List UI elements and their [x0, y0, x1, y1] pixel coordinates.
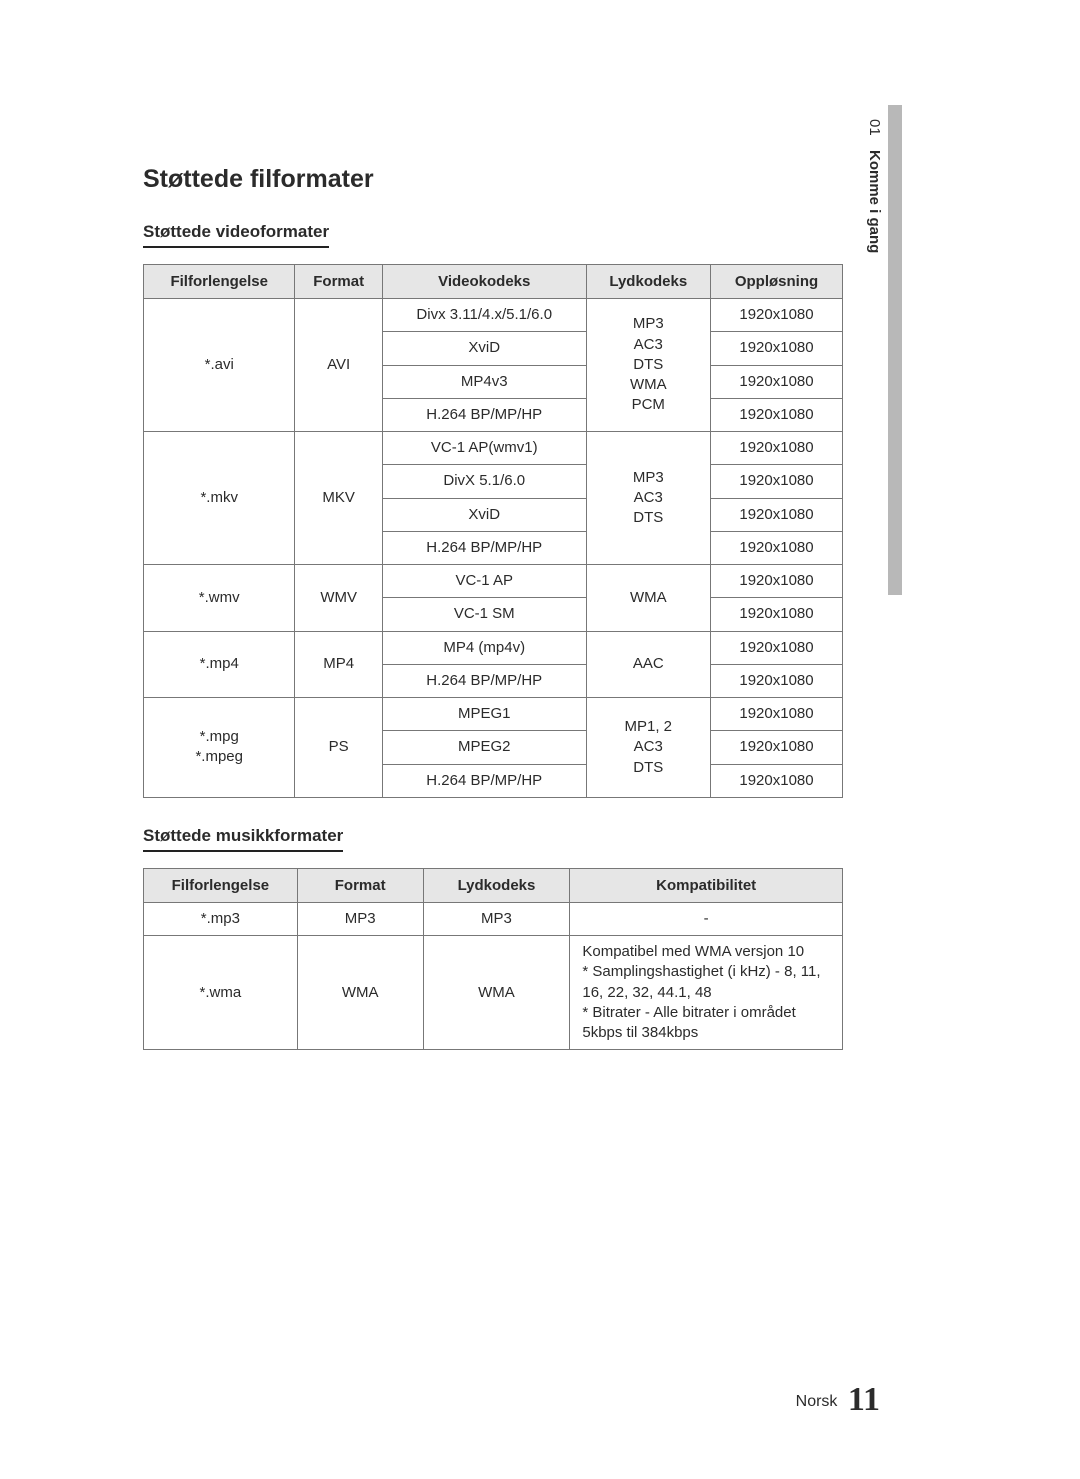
table-row: *.wmaWMAWMAKompatibel med WMA versjon 10… — [144, 936, 843, 1050]
cell-resolution: 1920x1080 — [710, 598, 842, 631]
table-header: Kompatibilitet — [570, 868, 843, 902]
chapter-number: 01 — [866, 119, 883, 136]
cell-format: WMA — [297, 936, 423, 1050]
page-footer: Norsk 11 — [796, 1381, 880, 1419]
page-content: Støttede filformater Støttede videoforma… — [143, 165, 843, 1050]
sidebar-tab: 01 Komme i gang — [864, 115, 885, 257]
cell-vcodec: MP4v3 — [382, 365, 586, 398]
cell-vcodec: VC-1 SM — [382, 598, 586, 631]
cell-acodec: MP3AC3DTSWMAPCM — [586, 299, 710, 432]
cell-vcodec: H.264 BP/MP/HP — [382, 531, 586, 564]
cell-ext: *.mp4 — [144, 631, 295, 698]
sidebar-gray-bar — [888, 105, 902, 595]
cell-vcodec: Divx 3.11/4.x/5.1/6.0 — [382, 299, 586, 332]
cell-format: MP3 — [297, 902, 423, 935]
cell-compat: - — [570, 902, 843, 935]
cell-vcodec: H.264 BP/MP/HP — [382, 664, 586, 697]
table-header: Oppløsning — [710, 265, 842, 299]
cell-ext: *.wmv — [144, 565, 295, 632]
table-header: Filforlengelse — [144, 265, 295, 299]
cell-format: MKV — [295, 432, 382, 565]
cell-resolution: 1920x1080 — [710, 764, 842, 797]
table-row: *.mpg*.mpegPSMPEG1MP1, 2AC3DTS1920x1080 — [144, 698, 843, 731]
cell-resolution: 1920x1080 — [710, 465, 842, 498]
sidebar-chapter: 01 Komme i gang — [864, 115, 885, 257]
table-row: *.mp4MP4MP4 (mp4v)AAC1920x1080 — [144, 631, 843, 664]
cell-resolution: 1920x1080 — [710, 299, 842, 332]
cell-format: AVI — [295, 299, 382, 432]
cell-resolution: 1920x1080 — [710, 731, 842, 764]
table-row: *.mp3MP3MP3- — [144, 902, 843, 935]
cell-ext: *.avi — [144, 299, 295, 432]
cell-ext: *.mp3 — [144, 902, 298, 935]
cell-acodec: MP1, 2AC3DTS — [586, 698, 710, 798]
cell-compat: Kompatibel med WMA versjon 10* Samplings… — [570, 936, 843, 1050]
cell-vcodec: DivX 5.1/6.0 — [382, 465, 586, 498]
music-section-title: Støttede musikkformater — [143, 826, 343, 852]
cell-vcodec: MPEG2 — [382, 731, 586, 764]
cell-resolution: 1920x1080 — [710, 664, 842, 697]
video-formats-table: FilforlengelseFormatVideokodeksLydkodeks… — [143, 264, 843, 798]
cell-resolution: 1920x1080 — [710, 432, 842, 465]
table-header: Lydkodeks — [586, 265, 710, 299]
cell-acodec: MP3AC3DTS — [586, 432, 710, 565]
video-section-title: Støttede videoformater — [143, 222, 329, 248]
cell-ext: *.mpg*.mpeg — [144, 698, 295, 798]
footer-page-number: 11 — [848, 1381, 880, 1418]
cell-resolution: 1920x1080 — [710, 365, 842, 398]
footer-language: Norsk — [796, 1393, 838, 1410]
cell-vcodec: H.264 BP/MP/HP — [382, 764, 586, 797]
cell-resolution: 1920x1080 — [710, 531, 842, 564]
cell-acodec: WMA — [586, 565, 710, 632]
cell-vcodec: VC-1 AP — [382, 565, 586, 598]
table-header: Lydkodeks — [423, 868, 570, 902]
table-header: Format — [295, 265, 382, 299]
table-header: Filforlengelse — [144, 868, 298, 902]
cell-format: WMV — [295, 565, 382, 632]
cell-resolution: 1920x1080 — [710, 332, 842, 365]
cell-vcodec: MP4 (mp4v) — [382, 631, 586, 664]
page-title: Støttede filformater — [143, 165, 843, 194]
cell-acodec: AAC — [586, 631, 710, 698]
cell-resolution: 1920x1080 — [710, 398, 842, 431]
table-row: *.aviAVIDivx 3.11/4.x/5.1/6.0MP3AC3DTSWM… — [144, 299, 843, 332]
cell-vcodec: XviD — [382, 332, 586, 365]
cell-vcodec: XviD — [382, 498, 586, 531]
cell-ext: *.wma — [144, 936, 298, 1050]
table-row: *.wmvWMVVC-1 APWMA1920x1080 — [144, 565, 843, 598]
music-formats-table: FilforlengelseFormatLydkodeksKompatibili… — [143, 868, 843, 1051]
cell-resolution: 1920x1080 — [710, 498, 842, 531]
chapter-title: Komme i gang — [866, 150, 883, 253]
cell-vcodec: VC-1 AP(wmv1) — [382, 432, 586, 465]
cell-acodec: MP3 — [423, 902, 570, 935]
table-header: Videokodeks — [382, 265, 586, 299]
cell-acodec: WMA — [423, 936, 570, 1050]
table-header: Format — [297, 868, 423, 902]
table-row: *.mkvMKVVC-1 AP(wmv1)MP3AC3DTS1920x1080 — [144, 432, 843, 465]
cell-vcodec: H.264 BP/MP/HP — [382, 398, 586, 431]
cell-resolution: 1920x1080 — [710, 565, 842, 598]
cell-vcodec: MPEG1 — [382, 698, 586, 731]
cell-resolution: 1920x1080 — [710, 698, 842, 731]
cell-format: PS — [295, 698, 382, 798]
cell-resolution: 1920x1080 — [710, 631, 842, 664]
cell-format: MP4 — [295, 631, 382, 698]
cell-ext: *.mkv — [144, 432, 295, 565]
